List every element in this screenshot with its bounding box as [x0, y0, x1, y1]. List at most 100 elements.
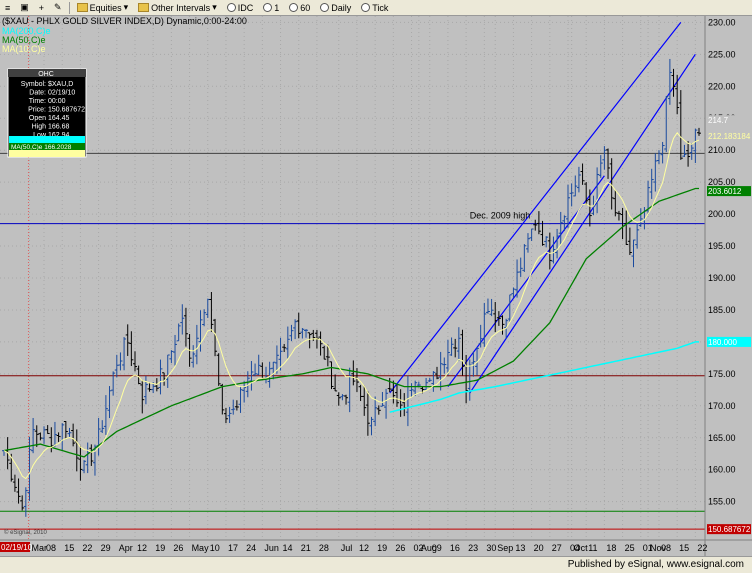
x-tick-label: 10 [210, 543, 220, 553]
data-window-ma-row [9, 136, 85, 143]
x-tick-label: 26 [173, 543, 183, 553]
price-tag [707, 524, 751, 535]
x-tick-label: Apr [119, 543, 133, 553]
moving-averages [3, 131, 700, 480]
folder-icon [138, 3, 150, 12]
y-tick-label: 185.00 [708, 305, 736, 315]
equities-button[interactable]: Equities ▾ [74, 1, 132, 15]
dec-2009-high-annotation: Dec. 2009 high [470, 211, 531, 221]
y-tick-label: 200.00 [708, 209, 736, 219]
x-tick-label: 22 [697, 543, 707, 553]
x-tick-label: 08 [661, 543, 671, 553]
x-tick-label: Jun [264, 543, 279, 553]
interval-daily-button[interactable]: Daily [317, 1, 354, 15]
equities-label: Equities [89, 2, 122, 13]
data-window-value: 162.94 [48, 132, 70, 139]
data-window-key: Symbol: [21, 81, 46, 88]
x-tick-label: 13 [515, 543, 525, 553]
publisher-text: Published by eSignal, www.esignal.com [567, 559, 744, 570]
x-tick-label: 25 [625, 543, 635, 553]
other-intervals-label: Other Intervals [151, 2, 211, 13]
data-window-ma-row [9, 143, 85, 150]
y-axis: 155.00160.00165.00170.00175.00180.00185.… [708, 17, 736, 506]
x-tick-label: 19 [155, 543, 165, 553]
x-axis: Mar 08 15 22 29 Apr 12 19 26 May 10 17 24 Jun 14 21 28 Ju… [0, 542, 707, 553]
x-tick-label: 20 [534, 543, 544, 553]
price-bars [2, 58, 701, 517]
x-tick-label: 12 [137, 543, 147, 553]
radio-icon [361, 3, 371, 12]
x-tick-label: 04 [570, 543, 580, 553]
date-tag-label: 02/19/10 [1, 543, 33, 552]
folder-icon [76, 3, 88, 12]
price-tag-label: 180.000 [708, 338, 737, 347]
data-window-ma-label: MA(200,C)e [11, 137, 46, 144]
x-tick-label: Sep [497, 543, 513, 553]
toolbar-add-button[interactable]: + [38, 2, 45, 13]
interval-tick-button[interactable]: Tick [358, 1, 391, 15]
x-tick-label: 02 [414, 543, 424, 553]
ma50-line [3, 187, 699, 458]
x-tick-label: May [192, 543, 210, 553]
interval-label: IDC [237, 2, 254, 13]
interval-1-button[interactable]: 1 [260, 1, 282, 15]
data-window-key: Open [29, 115, 46, 122]
interval-60-button[interactable]: 60 [286, 1, 313, 15]
price-tag-label: 214.7 [708, 116, 729, 125]
y-tick-label: 195.00 [708, 241, 736, 251]
channel-line [469, 54, 696, 394]
price-tag [707, 186, 751, 197]
ma10-line [3, 131, 700, 480]
price-tag [707, 115, 751, 126]
horizontal-levels [0, 152, 705, 530]
price-chart[interactable]: 155.00160.00165.00170.00175.00180.00185.… [0, 16, 752, 556]
data-window-value: 166.68 [48, 124, 70, 131]
price-tag [707, 131, 751, 142]
y-tick-label: 165.00 [708, 433, 736, 443]
toolbar-edit-button[interactable]: ✎ [54, 2, 62, 12]
x-tick-label: 14 [283, 543, 293, 553]
data-window-value: 150.687672 [48, 107, 85, 114]
radio-icon [320, 3, 330, 12]
y-tick-label: 205.00 [708, 177, 736, 187]
other-intervals-button[interactable]: Other Intervals ▾ [135, 1, 220, 15]
x-tick-label: 26 [395, 543, 405, 553]
x-tick-label: 24 [246, 543, 256, 553]
data-window-header [8, 69, 86, 77]
data-window-value: 02/19/10 [48, 90, 75, 97]
y-tick-label: 220.00 [708, 81, 736, 91]
price-tag [707, 336, 751, 347]
x-tick-label: 29 [101, 543, 111, 553]
data-window-key: Date: [29, 90, 46, 97]
toolbar-menu-button[interactable]: ≡ [5, 2, 11, 13]
radio-icon [289, 3, 299, 12]
price-tag-label: 150.687672 [708, 525, 751, 534]
status-bar: Published by eSignal, www.esignal.com [0, 556, 752, 573]
interval-label: 1 [274, 2, 280, 13]
toolbar-lock-button[interactable]: ▣ [20, 2, 29, 12]
x-tick-label: 18 [606, 543, 616, 553]
x-tick-label: 16 [450, 543, 460, 553]
data-window-value: 00:00 [48, 98, 66, 105]
x-tick-label: 27 [552, 543, 562, 553]
x-tick-label: 09 [432, 543, 442, 553]
radio-icon [226, 3, 236, 12]
data-window-title: OHC [38, 71, 54, 78]
interval-label: Tick [372, 2, 389, 13]
x-tick-label: 15 [679, 543, 689, 553]
esignal-watermark: © eSignal, 2010 [4, 529, 47, 536]
interval-idc-button[interactable]: IDC [224, 1, 257, 15]
channel-line [389, 22, 682, 394]
x-tick-label: 17 [228, 543, 238, 553]
grid [0, 16, 705, 540]
price-tag-label: 203.6012 [708, 187, 742, 196]
chart-title: ($XAU - PHLX GOLD SILVER INDEX,D) Dynami… [2, 16, 247, 26]
x-tick-label: 15 [64, 543, 74, 553]
legend-ma50: MA(50,C)e [2, 35, 46, 45]
x-tick-label: Mar [31, 543, 47, 553]
x-tick-label: Jul [341, 543, 353, 553]
y-tick-label: 160.00 [708, 465, 736, 475]
x-tick-label: Oct [574, 543, 589, 553]
legend-ma10: MA(10,C)e [2, 44, 46, 54]
